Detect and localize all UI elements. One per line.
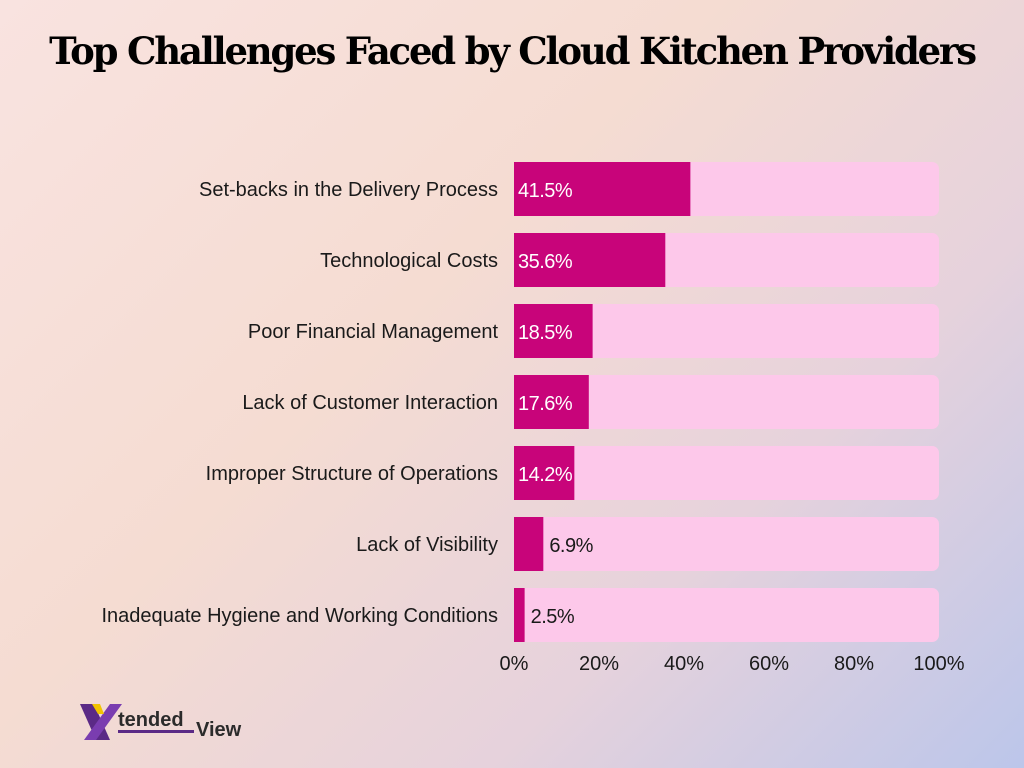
category-label: Technological Costs bbox=[320, 250, 498, 272]
bar-track bbox=[514, 588, 939, 642]
category-label: Poor Financial Management bbox=[248, 321, 499, 343]
value-label: 18.5% bbox=[518, 322, 573, 344]
bar-row: Set-backs in the Delivery Process 41.5% bbox=[199, 162, 939, 216]
bar bbox=[514, 233, 666, 287]
bar-row: Improper Structure of Operations 14.2% bbox=[206, 446, 939, 500]
value-label: 41.5% bbox=[518, 180, 573, 202]
bar bbox=[514, 588, 525, 642]
bar-row: Inadequate Hygiene and Working Condition… bbox=[101, 588, 939, 642]
category-label: Improper Structure of Operations bbox=[206, 463, 498, 485]
bar-row: Lack of Customer Interaction 17.6% bbox=[242, 375, 939, 429]
category-label: Lack of Visibility bbox=[356, 534, 498, 556]
value-label: 6.9% bbox=[549, 535, 593, 557]
logo-x-mark bbox=[80, 704, 122, 740]
value-label: 2.5% bbox=[531, 606, 575, 628]
category-label: Set-backs in the Delivery Process bbox=[199, 179, 498, 201]
bar bbox=[514, 375, 589, 429]
x-tick-label: 80% bbox=[834, 653, 874, 675]
logo-underline bbox=[118, 730, 194, 733]
value-label: 17.6% bbox=[518, 393, 573, 415]
logo-text-tended: tended bbox=[118, 709, 184, 731]
bar-chart: Set-backs in the Delivery Process 41.5% Te… bbox=[101, 162, 965, 675]
bar bbox=[514, 446, 575, 500]
bar-track bbox=[514, 517, 939, 571]
bar bbox=[514, 304, 593, 358]
category-label: Inadequate Hygiene and Working Condition… bbox=[101, 605, 498, 627]
bar-row: Lack of Visibility 6.9% bbox=[356, 517, 939, 571]
category-label: Lack of Customer Interaction bbox=[242, 392, 498, 414]
bar-row: Technological Costs 35.6% bbox=[320, 233, 939, 287]
x-tick-label: 100% bbox=[913, 653, 964, 675]
x-tick-label: 60% bbox=[749, 653, 789, 675]
value-label: 35.6% bbox=[518, 251, 573, 273]
x-tick-label: 20% bbox=[579, 653, 619, 675]
bar-row: Poor Financial Management 18.5% bbox=[248, 304, 939, 358]
bar-track bbox=[514, 304, 939, 358]
x-tick-label: 40% bbox=[664, 653, 704, 675]
bar-track bbox=[514, 446, 939, 500]
bar bbox=[514, 517, 544, 571]
value-label: 14.2% bbox=[518, 464, 573, 486]
x-tick-label: 0% bbox=[500, 653, 529, 675]
logo-text-view: View bbox=[196, 719, 242, 741]
bar bbox=[514, 162, 691, 216]
bar-track bbox=[514, 375, 939, 429]
xtendedview-logo: tended View bbox=[80, 704, 242, 741]
chart-title: Top Challenges Faced by Cloud Kitchen Pr… bbox=[49, 29, 977, 73]
